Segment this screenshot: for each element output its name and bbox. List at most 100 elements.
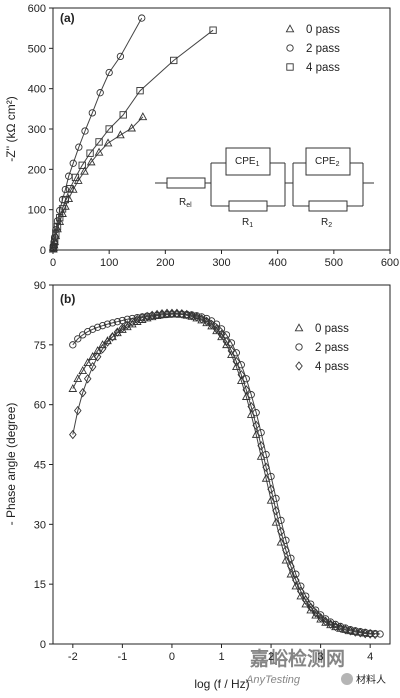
point-4-pass	[257, 441, 265, 451]
point-2-pass	[96, 89, 104, 97]
point-4-pass	[242, 385, 251, 395]
point-4-pass	[331, 621, 340, 632]
legend-marker	[286, 63, 294, 71]
point-4-pass	[105, 125, 113, 133]
point-0-pass	[73, 373, 83, 382]
point-2-pass	[74, 335, 82, 343]
point-4-pass	[212, 324, 221, 334]
point-4-pass	[136, 87, 144, 95]
point-0-pass	[108, 332, 117, 341]
y-tick-label: 0	[40, 639, 46, 651]
point-0-pass	[73, 175, 83, 184]
point-0-pass	[68, 383, 78, 392]
point-4-pass	[292, 575, 300, 585]
point-2-pass	[88, 109, 96, 117]
x-tick-label: 400	[268, 257, 286, 269]
y-tick-label: 100	[28, 205, 46, 217]
point-4-pass	[297, 586, 305, 597]
point-2-pass	[98, 322, 107, 330]
point-2-pass	[88, 325, 97, 333]
point-4-pass	[311, 608, 320, 618]
point-4-pass	[61, 195, 70, 204]
x-tick-label: 4	[367, 651, 373, 663]
watermark-sub: AnyTesting	[245, 674, 301, 686]
point-4-pass	[58, 205, 67, 213]
x-tick-label: 0	[169, 651, 175, 663]
point-2-pass	[282, 536, 290, 544]
y-tick-label: 90	[34, 280, 46, 292]
resistor-r2	[308, 200, 348, 212]
x-tick-label: 600	[381, 257, 399, 269]
cpe1-element	[225, 147, 271, 176]
point-2-pass	[376, 630, 384, 638]
legend-label: 0 pass	[315, 323, 349, 335]
label-r2: R2	[321, 217, 332, 229]
point-4-pass	[217, 329, 226, 340]
point-2-pass	[123, 315, 131, 323]
point-4-pass	[93, 352, 102, 362]
point-0-pass	[138, 112, 148, 121]
point-0-pass	[86, 157, 96, 166]
legend-label: 2 pass	[315, 342, 349, 354]
point-4-pass	[118, 323, 127, 333]
point-2-pass	[103, 320, 112, 328]
cpe2-element	[305, 147, 351, 176]
point-4-pass	[66, 185, 74, 193]
y-tick-label: 300	[28, 124, 46, 136]
panel-b-data	[68, 308, 384, 640]
x-tick-label: 300	[212, 257, 230, 269]
point-2-pass	[292, 570, 300, 578]
fit-line-4-pass	[52, 29, 214, 249]
point-0-pass	[78, 366, 88, 375]
equivalent-circuit-diagram	[155, 147, 374, 212]
x-tick-label: 1	[218, 651, 224, 663]
point-4-pass	[321, 616, 330, 626]
point-4-pass	[316, 612, 325, 623]
resistor-rel	[166, 177, 206, 189]
label-r1: R1	[242, 217, 253, 229]
label-cpe1: CPE1	[235, 156, 260, 168]
point-2-pass	[108, 319, 117, 327]
point-4-pass	[326, 619, 335, 629]
point-4-pass	[247, 401, 256, 412]
point-2-pass	[69, 159, 77, 167]
point-0-pass	[98, 340, 107, 349]
point-4-pass	[262, 462, 270, 473]
panel-b-xlabel: log (f / Hz)	[194, 677, 249, 691]
point-2-pass	[297, 582, 305, 590]
watermark-main: 嘉峪检测网	[249, 647, 345, 670]
x-tick-label: -1	[117, 651, 127, 663]
point-4-pass	[53, 222, 62, 231]
point-2-pass	[116, 52, 125, 61]
point-4-pass	[103, 337, 112, 347]
point-4-pass	[222, 336, 231, 347]
fit-line-0-pass	[72, 313, 371, 635]
x-tick-label: 100	[100, 257, 118, 269]
label-cpe2: CPE2	[315, 156, 340, 168]
point-0-pass	[127, 123, 136, 132]
point-4-pass	[56, 214, 64, 222]
point-4-pass	[95, 138, 103, 146]
legend-label: 0 pass	[306, 24, 340, 36]
point-4-pass	[74, 405, 82, 416]
point-4-pass	[78, 387, 87, 398]
point-4-pass	[197, 314, 206, 324]
fit-line-4-pass	[72, 312, 376, 635]
point-4-pass	[227, 346, 236, 356]
point-4-pass	[252, 420, 260, 431]
point-4-pass	[361, 628, 369, 639]
point-4-pass	[202, 316, 211, 327]
y-tick-label: 75	[34, 340, 46, 352]
point-4-pass	[187, 310, 196, 321]
panel-a-data	[48, 14, 217, 253]
y-tick-label: 200	[28, 164, 46, 176]
badge-icon	[341, 673, 353, 685]
point-2-pass	[341, 624, 350, 632]
point-4-pass	[356, 628, 365, 638]
legend-marker	[295, 343, 303, 351]
point-4-pass	[69, 429, 77, 440]
y-tick-label: 500	[28, 43, 46, 55]
point-4-pass	[168, 308, 176, 319]
point-4-pass	[301, 595, 310, 605]
point-0-pass	[83, 358, 93, 367]
